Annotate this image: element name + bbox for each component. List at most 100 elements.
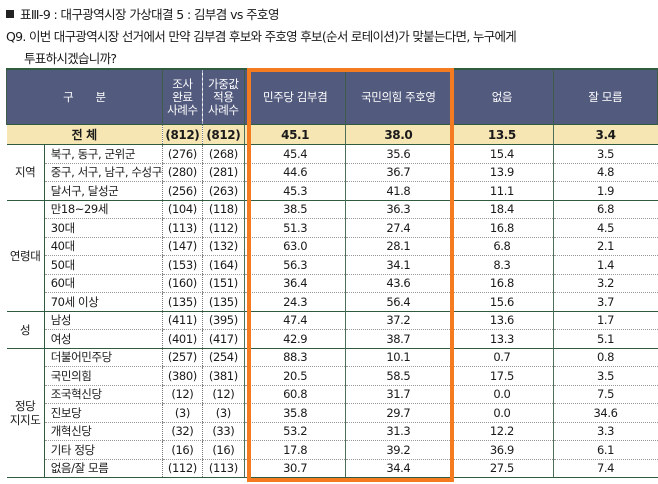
table-row: 국민의힘 (380) (381) 20.5 58.5 17.5 3.5 [7, 366, 658, 386]
value-dont-know: 7.5 [552, 385, 658, 404]
n-weighted-cell: (395) [201, 310, 245, 330]
table-row: 30대 (113) (112) 51.3 27.4 16.8 4.5 [7, 218, 658, 238]
header-dont-know: 잘 모름 [552, 68, 658, 125]
table-row: 연령대 만18~29세 (104) (118) 38.5 36.3 18.4 6.8 [6, 199, 658, 312]
total-label: 전 체 [6, 124, 163, 145]
value-joo: 38.7 [345, 329, 451, 349]
n-raw-cell: (257) [161, 347, 203, 367]
n-weighted-cell: (254) [201, 347, 245, 367]
value-dont-know: 0.8 [552, 347, 658, 367]
n-weighted-cell: (151) [201, 274, 245, 293]
value-dont-know: 7.4 [552, 459, 658, 478]
table-row: 조국혁신당 (12) (12) 60.8 31.7 0.0 7.5 [7, 385, 658, 404]
header-row: 구 분 조사 완료 사례수 가중값 적용 사례수 민주당 김부겸 국민의힘 주호… [6, 68, 658, 125]
value-kim: 60.8 [243, 385, 346, 404]
n-raw-cell: (280) [161, 163, 203, 182]
n-raw-cell: (147) [161, 237, 203, 256]
n-raw-cell: (153) [161, 255, 203, 275]
value-none: 13.9 [450, 163, 554, 182]
value-none: 6.8 [450, 237, 554, 256]
row-label: 없음/잘 모름 [44, 459, 163, 478]
n-weighted-cell: (3) [201, 403, 245, 423]
value-kim: 51.3 [243, 218, 346, 238]
n-raw-cell: (3) [161, 403, 203, 423]
value-none: 12.2 [450, 422, 554, 441]
total-none: 13.5 [450, 124, 554, 145]
table-title-text: 표Ⅲ-9 : 대구광역시장 가상대결 5 : 김부겸 vs 주호영 [20, 7, 279, 22]
total-joo: 38.0 [345, 124, 451, 145]
value-dont-know: 3.2 [552, 274, 658, 293]
value-dont-know: 3.5 [552, 366, 658, 386]
value-joo: 31.3 [345, 422, 451, 441]
value-kim: 24.3 [243, 292, 346, 312]
row-label: 만18~29세 [44, 199, 163, 219]
square-bullet-icon [6, 10, 14, 18]
value-kim: 36.4 [243, 274, 346, 293]
n-raw-cell: (32) [161, 422, 203, 441]
value-kim: 53.2 [243, 422, 346, 441]
n-raw-cell: (113) [161, 218, 203, 238]
n-raw-cell: (16) [161, 440, 203, 460]
n-raw-cell: (276) [161, 144, 203, 164]
table-row: 성 남성 (411) (395) 47.4 37.2 13.6 1.7 [6, 310, 658, 349]
value-joo: 31.7 [345, 385, 451, 404]
table-row: 40대 (147) (132) 63.0 28.1 6.8 2.1 [7, 237, 658, 256]
n-raw-cell: (160) [161, 274, 203, 293]
value-kim: 44.6 [243, 163, 346, 182]
header-kim: 민주당 김부겸 [243, 68, 347, 125]
value-kim: 42.9 [243, 329, 346, 349]
group-label: 연령대 [6, 199, 45, 312]
value-dont-know: 34.6 [552, 403, 658, 423]
n-raw-cell: (112) [161, 459, 203, 478]
value-none: 17.5 [450, 366, 554, 386]
table-row: 달서구, 달성군 (256) (263) 45.3 41.8 11.1 1.9 [7, 181, 658, 201]
n-raw-cell: (104) [161, 199, 203, 219]
value-joo: 29.7 [345, 403, 451, 423]
row-label: 조국혁신당 [44, 385, 163, 404]
value-dont-know: 1.4 [552, 255, 658, 275]
table-row: 60대 (160) (151) 36.4 43.6 16.8 3.2 [7, 274, 658, 293]
value-joo: 41.8 [345, 181, 451, 201]
value-joo: 39.2 [345, 440, 451, 460]
row-label: 개혁신당 [44, 422, 163, 441]
question-line-1: Q9. 이번 대구광역시장 선거에서 만약 김부겸 후보와 주호영 후보(순서 … [6, 29, 517, 44]
value-dont-know: 3.5 [552, 144, 658, 164]
n-weighted-cell: (164) [201, 255, 245, 275]
header-category: 구 분 [6, 68, 163, 125]
n-weighted-cell: (16) [201, 440, 245, 460]
question-line-2: 투표하시겠습니까? [24, 51, 117, 66]
value-kim: 45.3 [243, 181, 346, 201]
row-label: 진보당 [44, 403, 163, 423]
value-none: 16.8 [450, 274, 554, 293]
n-weighted-cell: (135) [201, 292, 245, 312]
value-none: 0.0 [450, 403, 554, 423]
table-row: 기타 정당 (16) (16) 17.8 39.2 36.9 6.1 [7, 440, 658, 460]
n-weighted-cell: (118) [201, 199, 245, 219]
table-row: 여성 (401) (417) 42.9 38.7 13.3 5.1 [7, 329, 658, 349]
n-weighted-cell: (33) [201, 422, 245, 441]
header-n-raw: 조사 완료 사례수 [161, 68, 203, 125]
row-label: 더불어민주당 [44, 347, 163, 367]
n-weighted-cell: (281) [201, 163, 245, 182]
row-label: 북구, 동구, 군위군 [44, 144, 163, 164]
row-label: 남성 [44, 310, 163, 330]
header-n-weighted: 가중값 적용 사례수 [201, 68, 245, 125]
group-label: 지역 [6, 144, 45, 201]
value-joo: 28.1 [345, 237, 451, 256]
n-weighted-cell: (113) [201, 459, 245, 478]
value-none: 0.7 [450, 347, 554, 367]
value-kim: 17.8 [243, 440, 346, 460]
table-row: 50대 (153) (164) 56.3 34.1 8.3 1.4 [7, 255, 658, 275]
value-joo: 34.1 [345, 255, 451, 275]
value-kim: 45.4 [243, 144, 346, 164]
value-none: 27.5 [450, 459, 554, 478]
table-row: 중구, 서구, 남구, 수성구 (280) (281) 44.6 36.7 13.9 4.8 [7, 163, 658, 182]
table-row: 정당 지지도 더불어민주당 (257) (254) 88.3 10.1 0.7 0.8 [6, 347, 658, 478]
value-joo: 37.2 [345, 310, 451, 330]
value-kim: 30.7 [243, 459, 346, 478]
row-label: 30대 [44, 218, 163, 238]
value-dont-know: 1.9 [552, 181, 658, 201]
n-raw-cell: (12) [161, 385, 203, 404]
value-joo: 34.4 [345, 459, 451, 478]
value-dont-know: 2.1 [552, 237, 658, 256]
